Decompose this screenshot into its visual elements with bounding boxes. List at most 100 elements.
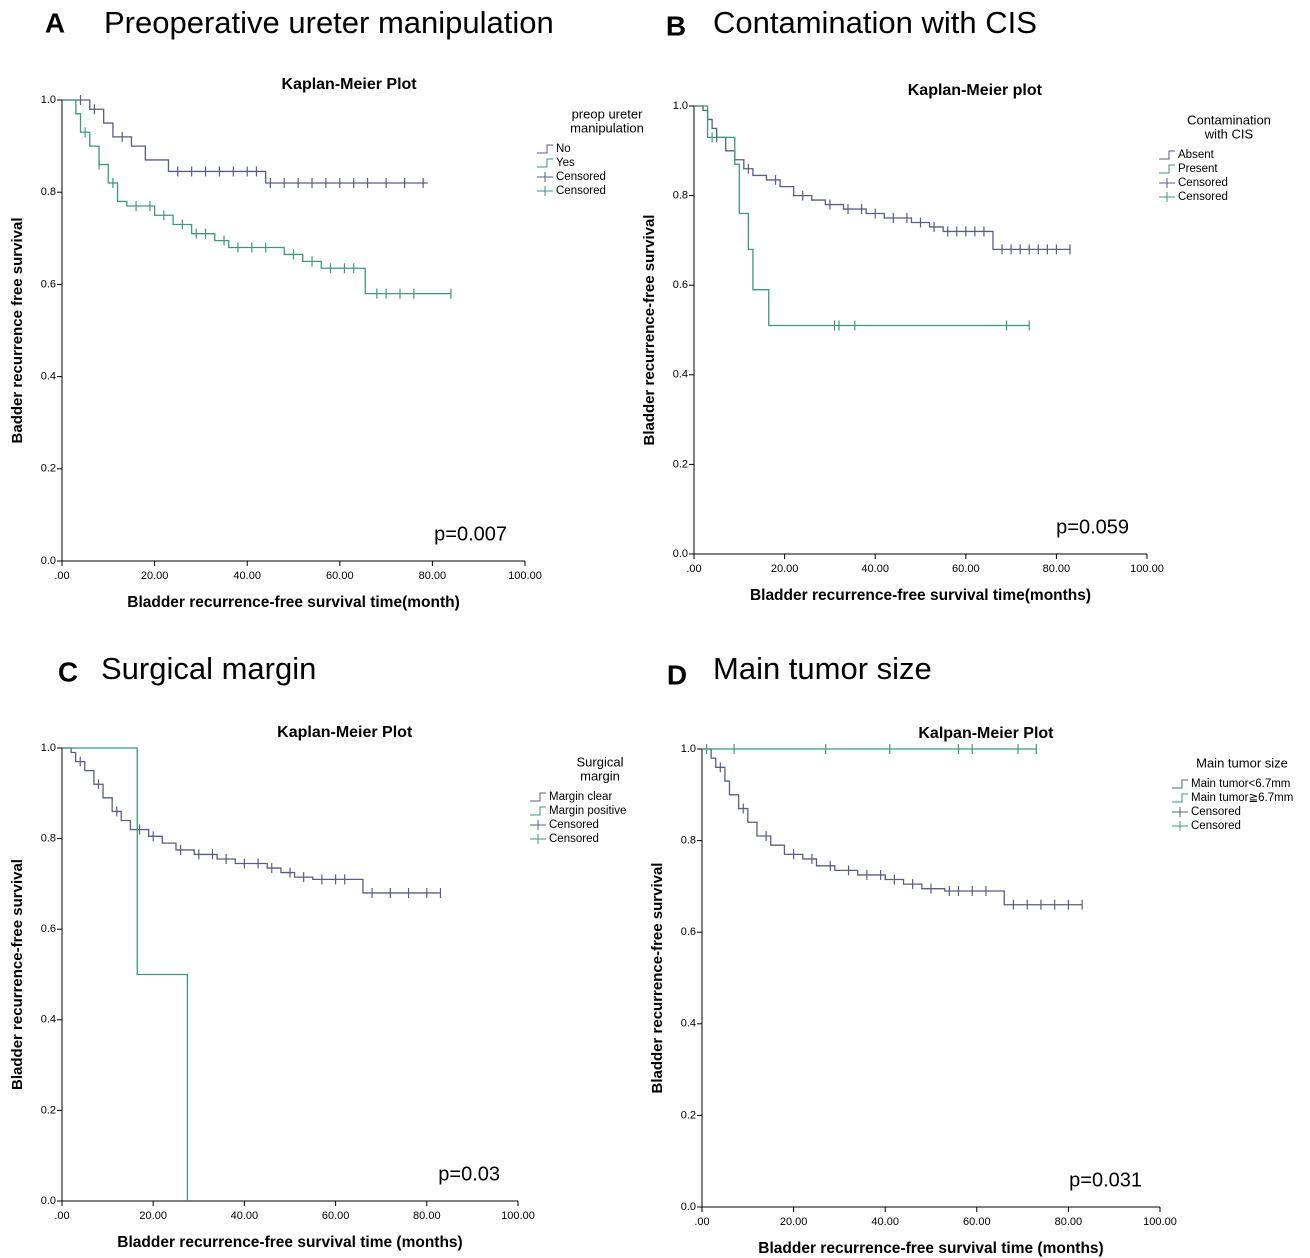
plot-title: Kalpan-Meier Plot [918, 725, 1054, 742]
y-tick-label: 0.8 [41, 833, 56, 845]
legend-label: Present [1178, 163, 1218, 175]
x-tick-label: .00 [694, 1216, 709, 1228]
y-tick-label: 0.8 [41, 186, 56, 198]
legend-label: No [556, 143, 571, 155]
p-value: p=0.007 [434, 523, 507, 545]
y-tick-label: 0.0 [41, 1195, 56, 1207]
y-tick-label: 0.4 [41, 371, 56, 383]
survival-curve [62, 747, 441, 894]
legend-symbol [530, 806, 546, 816]
y-tick-label: 0.6 [41, 278, 56, 290]
legend-label: Censored [1178, 177, 1228, 189]
y-axis-label: Bladder recurrence-free survival [641, 215, 658, 446]
x-tick-label: 100.00 [1143, 1216, 1177, 1228]
legend-symbol [1159, 178, 1175, 188]
y-tick-label: 1.0 [41, 742, 56, 754]
legend-title: Contamination [1187, 112, 1271, 127]
y-axis-label: Bladder recurrence-free survival [649, 863, 666, 1094]
legend-title: manipulation [570, 120, 644, 135]
p-value: p=0.031 [1069, 1169, 1142, 1191]
x-axis-label: Bladder recurrence-free survival time(mo… [127, 594, 460, 611]
legend-label: Censored [549, 833, 599, 845]
legend-title: with CIS [1204, 126, 1254, 141]
x-axis-label: Bladder recurrence-free survival time (m… [758, 1240, 1103, 1257]
y-tick-label: 0.2 [41, 1104, 56, 1116]
y-axis-label: Bladder recurrence-free survival [9, 859, 26, 1090]
legend-label: Censored [1191, 806, 1241, 818]
legend-label: Censored [549, 819, 599, 831]
legend-symbol [1159, 150, 1175, 160]
y-tick-label: 1.0 [681, 743, 696, 755]
x-tick-label: 80.00 [1043, 563, 1071, 575]
survival-curve [62, 747, 189, 1201]
legend-label: Margin clear [549, 791, 612, 803]
legend-symbol [530, 820, 546, 830]
legend-label: Censored [556, 171, 606, 183]
plot-title: Kaplan-Meier plot [908, 82, 1043, 99]
legend-label: Main tumor≧6.7mm [1191, 792, 1293, 804]
p-value: p=0.059 [1056, 516, 1129, 538]
y-tick-label: 0.4 [41, 1014, 56, 1026]
plot-title: Kaplan-Meier Plot [281, 76, 417, 93]
x-tick-label: 60.00 [322, 1210, 350, 1222]
plot-title: Kaplan-Meier Plot [277, 724, 413, 741]
legend-symbol [530, 834, 546, 844]
legend-label: Absent [1178, 149, 1215, 161]
legend-label: Censored [556, 185, 606, 197]
x-tick-label: 40.00 [861, 563, 889, 575]
x-tick-label: 40.00 [871, 1216, 899, 1228]
legend-symbol [537, 144, 553, 154]
legend-symbol [1172, 807, 1188, 817]
legend-title: margin [580, 768, 620, 783]
y-tick-label: 0.6 [681, 926, 696, 938]
x-tick-label: 80.00 [419, 570, 447, 582]
legend-title: Surgical [577, 754, 624, 769]
y-tick-label: 0.6 [673, 279, 688, 291]
legend-symbol [1172, 821, 1188, 831]
x-tick-label: 100.00 [508, 570, 542, 582]
x-tick-label: 80.00 [413, 1210, 441, 1222]
x-axis-label: Bladder recurrence-free survival time (m… [117, 1234, 462, 1251]
panel-label: B [666, 10, 686, 41]
legend-label: Margin positive [549, 805, 626, 817]
legend-symbol [1159, 164, 1175, 174]
y-tick-label: 0.0 [673, 548, 688, 560]
panel-title: Preoperative ureter manipulation [104, 5, 554, 40]
legend-symbol [530, 792, 546, 802]
y-tick-label: 0.8 [673, 190, 688, 202]
panel-title: Surgical margin [101, 651, 316, 686]
legend-label: Main tumor<6.7mm [1191, 778, 1290, 790]
legend-symbol [1159, 192, 1175, 202]
legend-label: Censored [1178, 191, 1228, 203]
legend-symbol [1172, 779, 1188, 789]
survival-curve [694, 105, 1070, 251]
legend-symbol [537, 172, 553, 182]
x-tick-label: 60.00 [326, 570, 354, 582]
survival-curve [62, 99, 451, 295]
y-axis-label: Badder recurrence free survival [9, 218, 26, 444]
x-tick-label: 40.00 [233, 570, 261, 582]
x-tick-label: 20.00 [780, 1216, 808, 1228]
x-tick-label: 40.00 [231, 1210, 259, 1222]
x-tick-label: 20.00 [139, 1210, 167, 1222]
legend-label: Yes [556, 157, 575, 169]
y-tick-label: 0.4 [681, 1018, 696, 1030]
y-tick-label: 0.2 [681, 1109, 696, 1121]
survival-curve [702, 748, 1083, 906]
x-tick-label: 80.00 [1055, 1216, 1083, 1228]
legend-symbol [537, 158, 553, 168]
survival-curve [694, 105, 1030, 327]
x-tick-label: 20.00 [771, 563, 799, 575]
legend-title: Main tumor size [1196, 755, 1288, 770]
legend-symbol [1172, 793, 1188, 803]
y-tick-label: 1.0 [673, 100, 688, 112]
panel-title: Contamination with CIS [713, 5, 1037, 40]
legend-symbol [537, 186, 553, 196]
x-tick-label: 100.00 [501, 1210, 535, 1222]
x-tick-label: 60.00 [963, 1216, 991, 1228]
y-tick-label: 0.4 [673, 369, 688, 381]
panel-label: D [667, 659, 687, 690]
legend-label: Censored [1191, 820, 1241, 832]
y-tick-label: 0.0 [41, 555, 56, 567]
